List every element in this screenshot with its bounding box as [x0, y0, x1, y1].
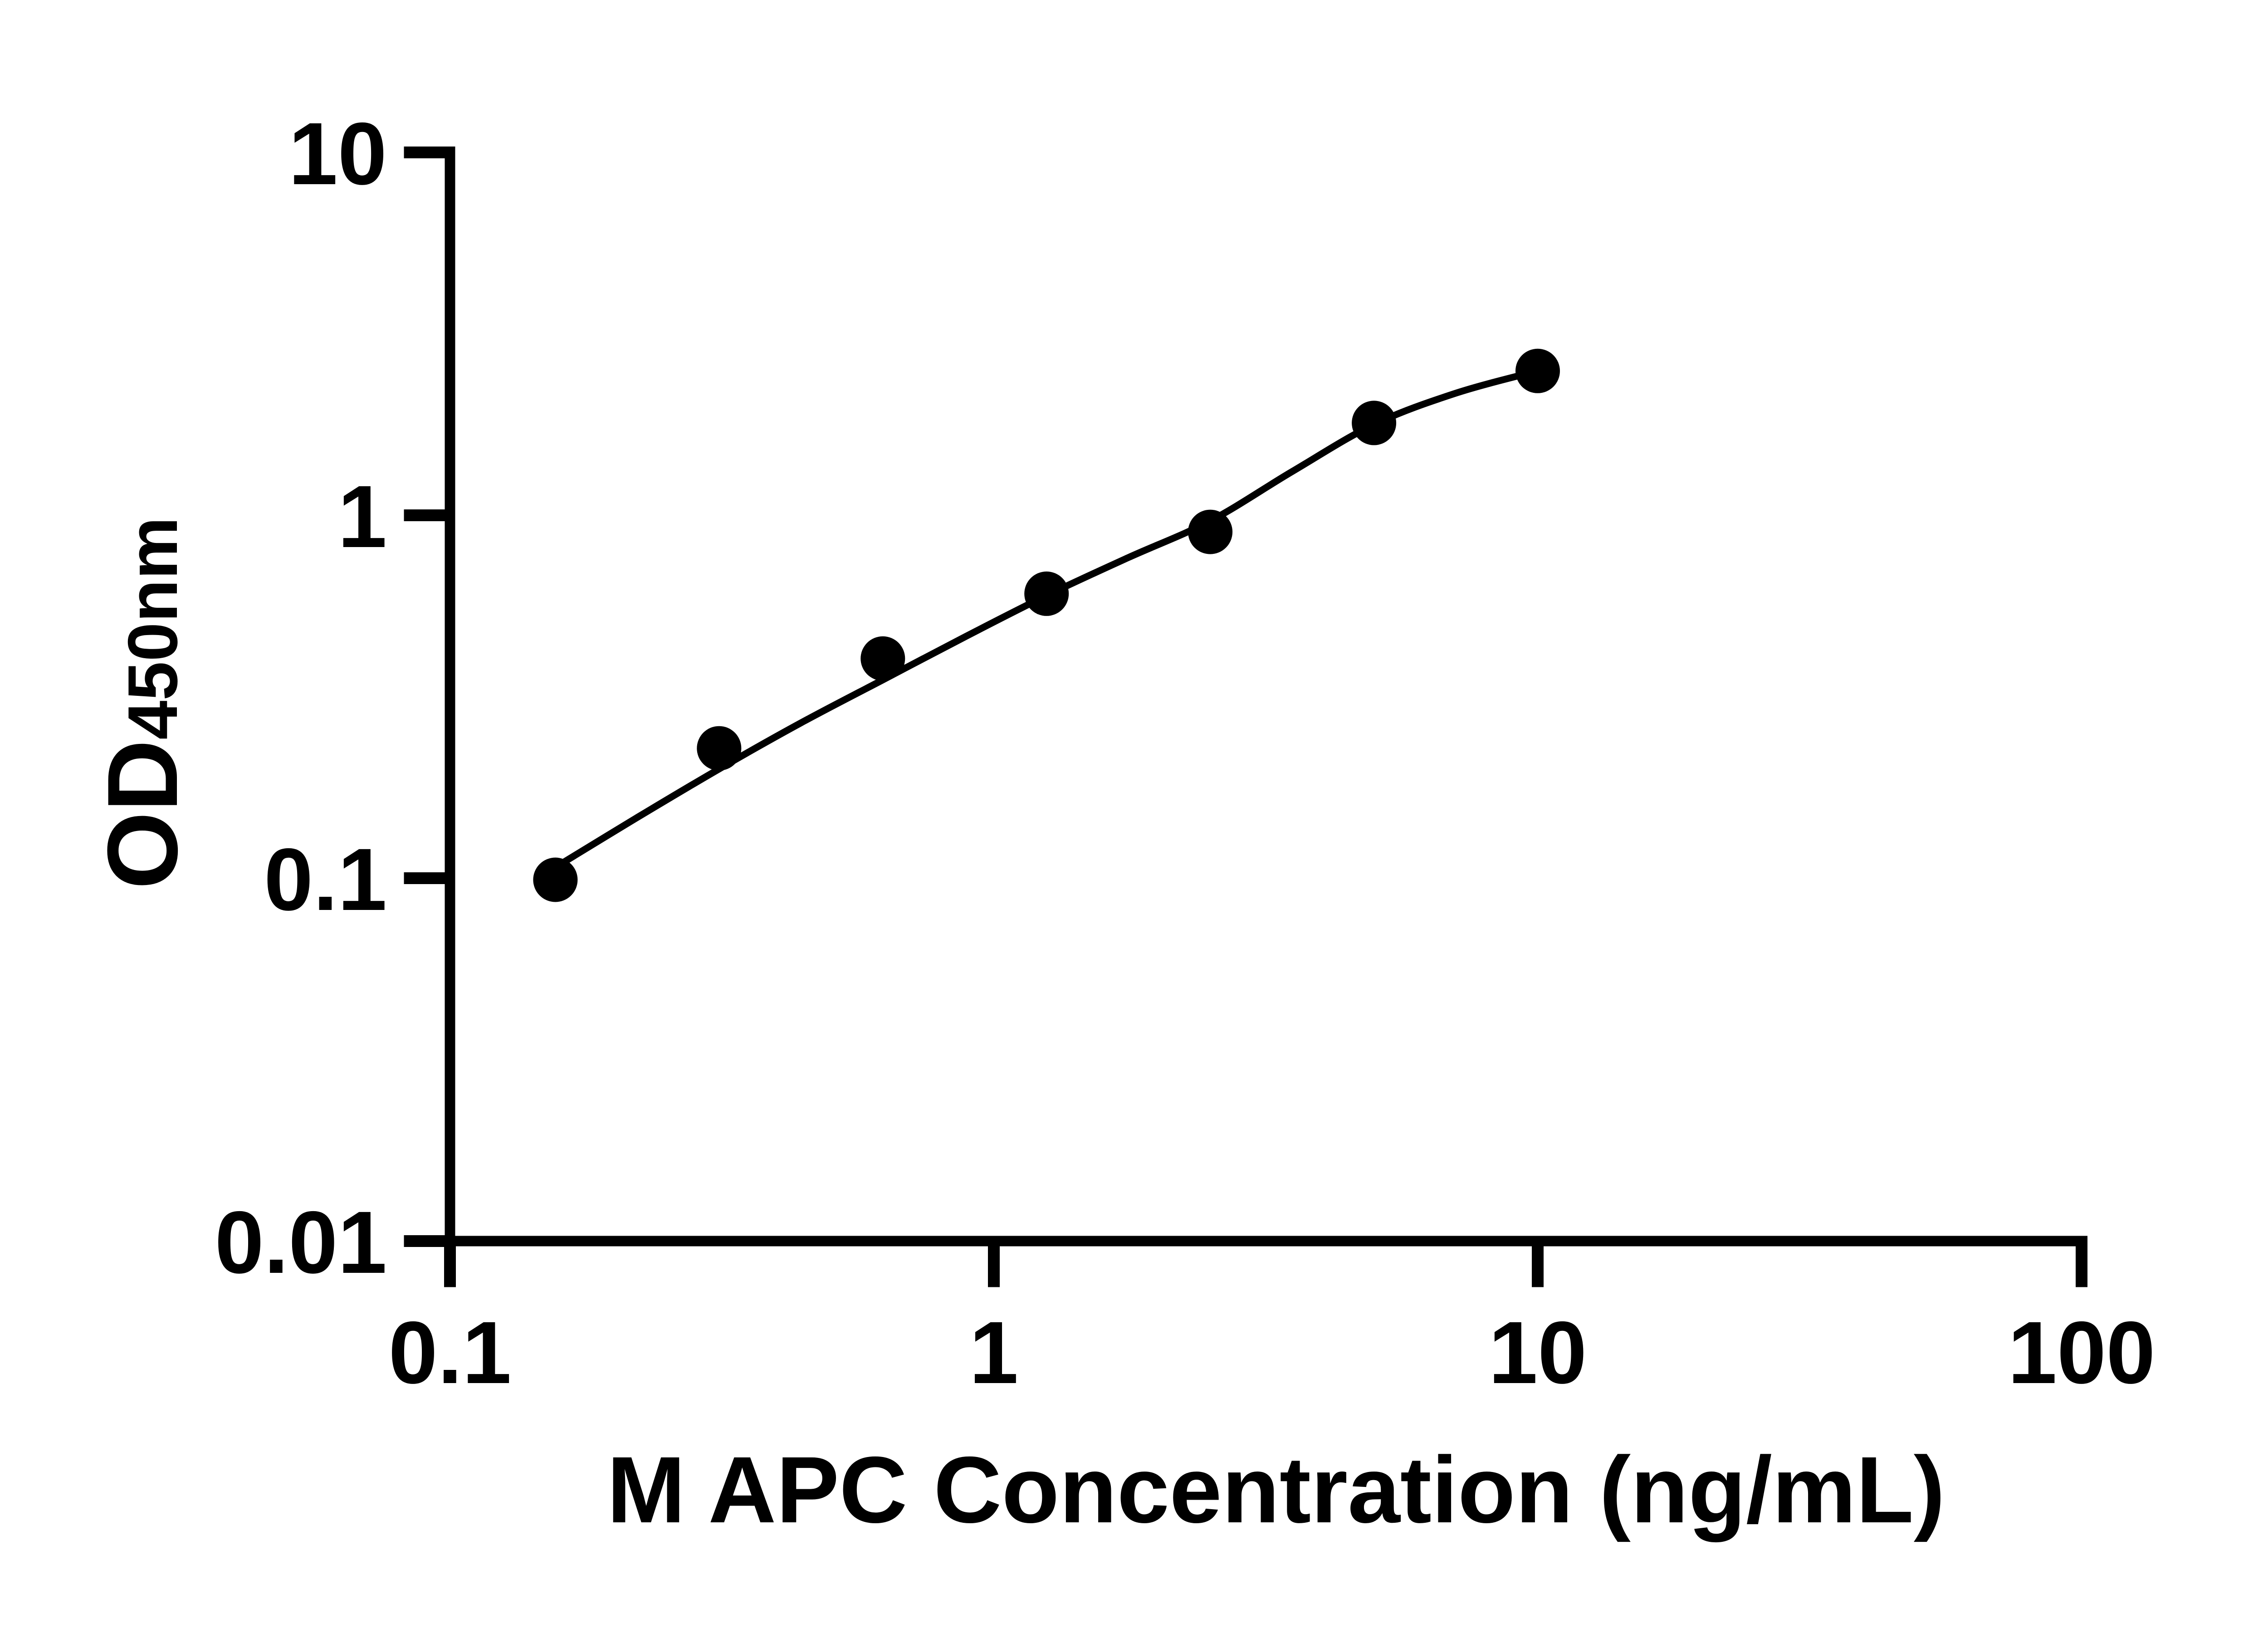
x-tick-label: 1 [969, 1303, 1018, 1402]
x-tick-label: 0.1 [388, 1303, 511, 1402]
data-point-marker [697, 726, 742, 771]
y-tick-label: 1 [338, 467, 387, 566]
x-tick-label: 100 [2008, 1303, 2155, 1402]
fit-curve-path [552, 367, 1541, 871]
y-tick-label: 0.1 [264, 830, 387, 929]
y-axis-title: OD450nm [87, 517, 198, 889]
data-point-marker [1352, 401, 1397, 445]
data-point-marker [1024, 571, 1069, 616]
y-axis-title-subscript: 450nm [113, 517, 192, 739]
y-tick-label: 10 [288, 104, 387, 203]
y-tick-label: 0.01 [215, 1193, 387, 1292]
data-point-marker [1188, 509, 1233, 554]
data-point-marker [533, 857, 578, 902]
x-axis-title: M APC Concentration (ng/mL) [607, 1437, 1945, 1543]
fit-curve-group [552, 367, 1541, 871]
x-tick-label: 10 [1489, 1303, 1587, 1402]
data-point-marker [1515, 348, 1560, 393]
data-point-marker [860, 636, 905, 681]
y-axis-title-main: OD [87, 740, 198, 890]
data-points-group [533, 348, 1560, 902]
